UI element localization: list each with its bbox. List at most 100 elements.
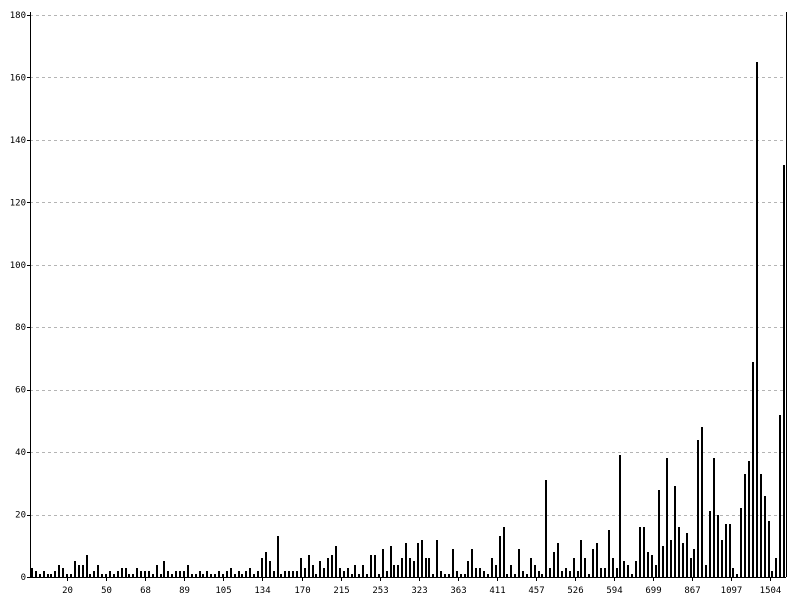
bar-193 (783, 165, 785, 577)
y-tick-label-60: 60 (15, 386, 26, 396)
bar-160 (655, 565, 657, 577)
bar-51 (230, 568, 232, 577)
x-tick-label-17: 1097 (721, 586, 743, 596)
bar-183 (744, 474, 746, 577)
x-tick-label-6: 170 (294, 586, 310, 596)
x-tick-label-11: 411 (489, 586, 505, 596)
bar-185 (752, 362, 754, 577)
bar-171 (697, 440, 699, 577)
bar-41 (191, 574, 193, 577)
bar-47 (214, 574, 216, 577)
bar-115 (479, 568, 481, 577)
bar-72 (312, 565, 314, 577)
bar-133 (549, 568, 551, 577)
bar-142 (584, 558, 586, 577)
x-tick-label-0: 20 (62, 586, 73, 596)
bar-120 (499, 536, 501, 577)
bar-169 (690, 558, 692, 577)
bar-108 (452, 549, 454, 577)
bar-30 (148, 571, 150, 577)
bar-5 (50, 574, 52, 577)
bar-99 (417, 543, 419, 577)
bar-179 (729, 524, 731, 577)
x-axis-ticks: 20 50 68 89 105 134 170 215 253 323 363 411 457 526 59… (62, 577, 781, 596)
bar-170 (693, 549, 695, 577)
bar-94 (397, 565, 399, 577)
bar-173 (705, 565, 707, 577)
bar-102 (428, 558, 430, 577)
y-tick-label-160: 160 (10, 73, 26, 83)
bar-143 (588, 574, 590, 577)
x-tick-label-2: 68 (140, 586, 151, 596)
bar-129 (534, 565, 536, 577)
bar-114 (475, 568, 477, 577)
bar-60 (265, 552, 267, 577)
bar-181 (736, 574, 738, 577)
bar-84 (358, 574, 360, 577)
bar-175 (713, 458, 715, 577)
x-tick-label-9: 323 (411, 586, 427, 596)
bar-22 (117, 571, 119, 577)
bar-4 (47, 574, 49, 577)
bar-104 (436, 540, 438, 577)
bar-36 (171, 574, 173, 577)
bar-131 (541, 574, 543, 577)
y-tick-label-100: 100 (10, 261, 26, 271)
bar-71 (308, 555, 310, 577)
bar-69 (300, 558, 302, 577)
bar-134 (553, 552, 555, 577)
bar-176 (717, 515, 719, 577)
x-tick-label-16: 867 (684, 586, 700, 596)
bar-52 (234, 574, 236, 577)
bar-3 (43, 571, 45, 577)
bar-33 (160, 574, 162, 577)
x-tick-label-12: 457 (528, 586, 544, 596)
bar-28 (140, 571, 142, 577)
bar-119 (495, 565, 497, 577)
bar-140 (577, 571, 579, 577)
bar-29 (144, 571, 146, 577)
bar-167 (682, 543, 684, 577)
bar-158 (647, 552, 649, 577)
bar-177 (721, 540, 723, 577)
bar-182 (740, 508, 742, 577)
bar-118 (491, 558, 493, 577)
bar-56 (249, 568, 251, 577)
bar-166 (678, 527, 680, 577)
bar-80 (343, 571, 345, 577)
bar-series (31, 62, 785, 577)
bar-110 (460, 574, 462, 577)
bar-11 (74, 561, 76, 577)
bar-145 (596, 543, 598, 577)
y-tick-label-120: 120 (10, 198, 26, 208)
bar-48 (218, 571, 220, 577)
bar-67 (292, 571, 294, 577)
x-tick-label-14: 594 (606, 586, 622, 596)
bar-122 (506, 574, 508, 577)
bar-21 (113, 574, 115, 577)
x-tick-label-4: 105 (215, 586, 231, 596)
bar-42 (195, 574, 197, 577)
bar-46 (210, 574, 212, 577)
bar-27 (136, 568, 138, 577)
bar-111 (464, 574, 466, 577)
bar-49 (222, 574, 224, 577)
bar-106 (444, 574, 446, 577)
bar-54 (241, 574, 243, 577)
bar-123 (510, 565, 512, 577)
x-tick-label-5: 134 (254, 586, 270, 596)
bar-68 (296, 571, 298, 577)
bar-153 (627, 565, 629, 577)
bar-35 (167, 571, 169, 577)
bar-164 (670, 540, 672, 577)
bar-186 (756, 62, 758, 577)
bar-92 (390, 546, 392, 577)
bar-39 (183, 571, 185, 577)
bar-132 (545, 480, 547, 577)
bar-76 (327, 558, 329, 577)
bar-77 (331, 555, 333, 577)
bar-135 (557, 543, 559, 577)
bar-149 (612, 558, 614, 577)
bar-81 (347, 568, 349, 577)
axes (30, 12, 787, 578)
